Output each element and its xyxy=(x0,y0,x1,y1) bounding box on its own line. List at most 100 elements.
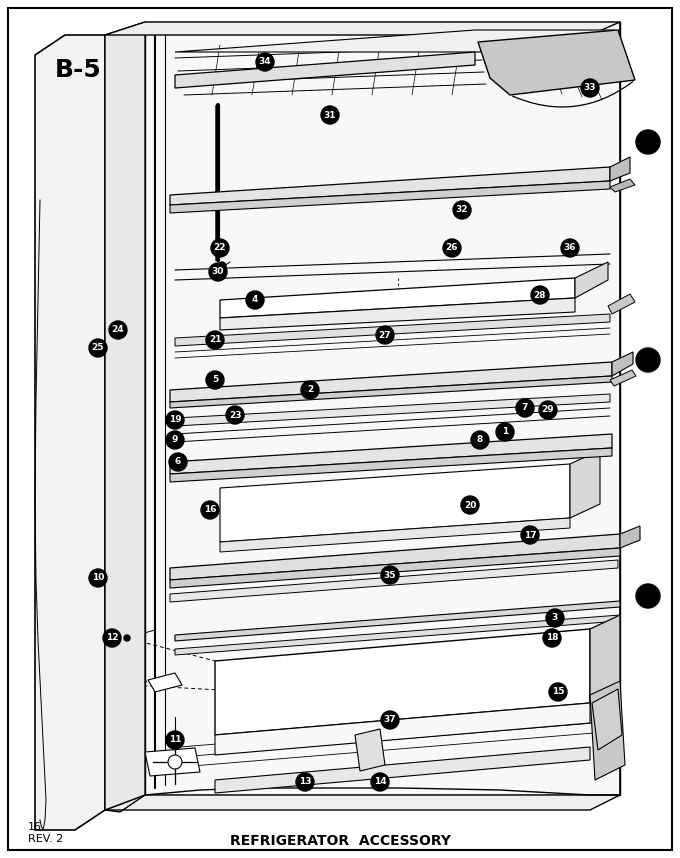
Circle shape xyxy=(201,501,219,519)
Text: 1: 1 xyxy=(502,427,508,437)
Polygon shape xyxy=(610,157,630,181)
Circle shape xyxy=(209,263,227,281)
Text: 25: 25 xyxy=(92,343,104,353)
Text: 32: 32 xyxy=(456,206,469,214)
Text: 27: 27 xyxy=(379,330,391,340)
Circle shape xyxy=(89,569,107,587)
Text: B-5: B-5 xyxy=(55,58,102,82)
Polygon shape xyxy=(575,262,608,298)
Polygon shape xyxy=(170,167,610,205)
Circle shape xyxy=(549,683,567,701)
Text: 15: 15 xyxy=(551,687,564,697)
Polygon shape xyxy=(175,394,610,426)
Text: REFRIGERATOR  ACCESSORY: REFRIGERATOR ACCESSORY xyxy=(230,834,450,848)
Text: 33: 33 xyxy=(583,83,596,93)
Text: 3: 3 xyxy=(552,613,558,623)
Polygon shape xyxy=(35,35,105,830)
Polygon shape xyxy=(620,526,640,548)
Polygon shape xyxy=(105,795,620,810)
Polygon shape xyxy=(170,434,612,474)
Polygon shape xyxy=(608,294,635,314)
Circle shape xyxy=(226,406,244,424)
Circle shape xyxy=(166,431,184,449)
Text: 23: 23 xyxy=(228,410,241,420)
Circle shape xyxy=(636,348,660,372)
Text: 17: 17 xyxy=(524,530,537,540)
Polygon shape xyxy=(170,376,612,408)
Text: 37: 37 xyxy=(384,716,396,724)
Text: 16: 16 xyxy=(204,505,216,515)
Circle shape xyxy=(206,371,224,389)
Text: 7: 7 xyxy=(522,403,528,413)
Polygon shape xyxy=(175,601,620,641)
Circle shape xyxy=(381,711,399,729)
Polygon shape xyxy=(220,464,570,542)
Polygon shape xyxy=(105,22,145,810)
Polygon shape xyxy=(570,450,600,518)
Circle shape xyxy=(539,401,557,419)
Text: 26: 26 xyxy=(446,244,458,252)
Text: 6: 6 xyxy=(175,457,181,467)
Text: 19: 19 xyxy=(169,415,182,425)
Polygon shape xyxy=(592,689,622,750)
Circle shape xyxy=(443,239,461,257)
Text: 16: 16 xyxy=(28,822,42,832)
Polygon shape xyxy=(612,352,633,376)
Polygon shape xyxy=(590,681,625,780)
Circle shape xyxy=(89,339,107,357)
Circle shape xyxy=(103,629,121,647)
Polygon shape xyxy=(220,298,575,330)
Circle shape xyxy=(636,584,660,608)
Text: 36: 36 xyxy=(564,244,576,252)
Text: 31: 31 xyxy=(324,111,336,119)
Circle shape xyxy=(218,262,226,270)
Circle shape xyxy=(166,411,184,429)
Text: 24: 24 xyxy=(112,325,124,335)
Circle shape xyxy=(166,731,184,749)
Polygon shape xyxy=(170,181,610,213)
Polygon shape xyxy=(215,629,590,735)
Circle shape xyxy=(109,321,127,339)
Polygon shape xyxy=(170,534,620,580)
Polygon shape xyxy=(145,748,200,776)
Circle shape xyxy=(561,239,579,257)
Text: 28: 28 xyxy=(534,291,546,299)
Circle shape xyxy=(211,239,229,257)
Circle shape xyxy=(206,331,224,349)
Text: 10: 10 xyxy=(92,573,104,583)
Text: 11: 11 xyxy=(169,735,182,745)
Text: 22: 22 xyxy=(214,244,226,252)
Circle shape xyxy=(301,381,319,399)
Circle shape xyxy=(471,431,489,449)
Circle shape xyxy=(168,755,182,769)
Text: 2: 2 xyxy=(307,385,313,395)
Polygon shape xyxy=(175,30,615,52)
Polygon shape xyxy=(220,518,570,552)
Polygon shape xyxy=(145,22,620,795)
Circle shape xyxy=(124,635,130,641)
Polygon shape xyxy=(170,548,620,588)
Circle shape xyxy=(371,773,389,791)
Text: 21: 21 xyxy=(209,335,221,345)
Text: 35: 35 xyxy=(384,571,396,579)
Polygon shape xyxy=(610,370,636,386)
Text: 30: 30 xyxy=(211,268,224,276)
Circle shape xyxy=(543,629,561,647)
Circle shape xyxy=(496,423,514,441)
Circle shape xyxy=(169,453,187,471)
Polygon shape xyxy=(175,615,620,655)
Circle shape xyxy=(581,79,599,97)
Circle shape xyxy=(453,201,471,219)
Polygon shape xyxy=(170,448,612,482)
Circle shape xyxy=(531,286,549,304)
Text: 4: 4 xyxy=(252,295,258,305)
Polygon shape xyxy=(170,362,612,402)
Text: 5: 5 xyxy=(212,376,218,384)
Text: 34: 34 xyxy=(258,57,271,67)
Text: 8: 8 xyxy=(477,436,483,444)
Circle shape xyxy=(376,326,394,344)
Circle shape xyxy=(381,566,399,584)
Polygon shape xyxy=(105,22,620,35)
Circle shape xyxy=(521,526,539,544)
Text: 20: 20 xyxy=(464,500,476,510)
